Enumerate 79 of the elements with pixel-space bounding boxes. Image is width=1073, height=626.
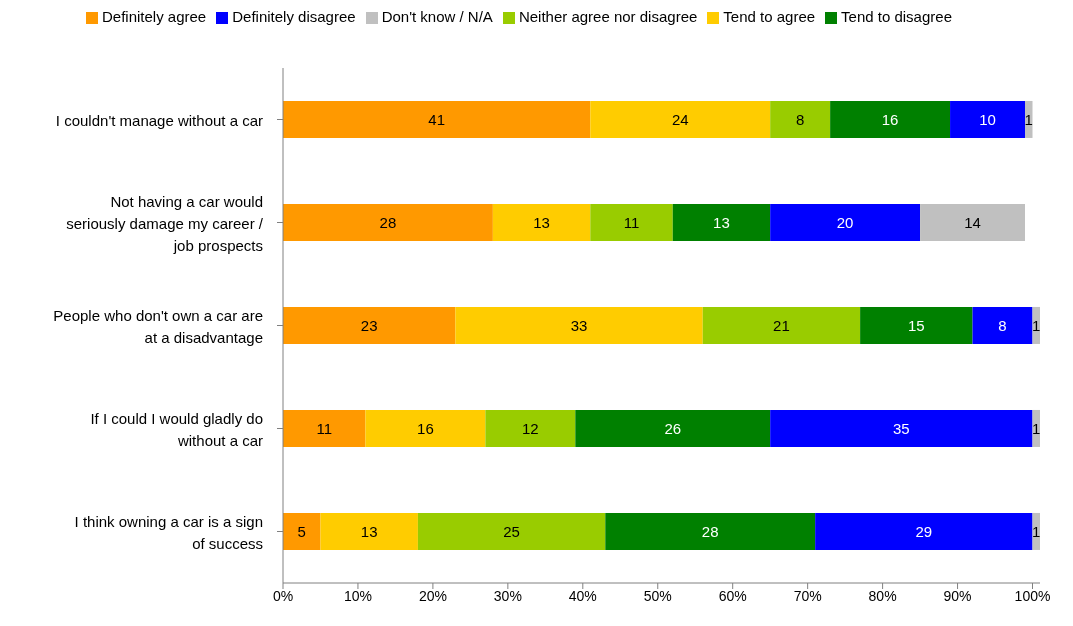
y-tick-label: People who don't own a car are at a disadvantage bbox=[53, 306, 263, 345]
legend-label: Definitely disagree bbox=[232, 8, 356, 25]
bar bbox=[860, 306, 973, 344]
y-tick-label: I think owning a car is a sign of success bbox=[74, 512, 263, 551]
x-tick-label: 0% bbox=[272, 587, 294, 604]
x-tick-label: 30% bbox=[493, 587, 522, 604]
data-label: 25 bbox=[503, 522, 520, 540]
bar bbox=[492, 203, 591, 241]
legend-label: Neither agree nor disagree bbox=[518, 8, 698, 25]
bar bbox=[365, 409, 486, 447]
bar bbox=[417, 512, 606, 550]
bar bbox=[320, 512, 418, 550]
legend-label: Tend to agree bbox=[723, 8, 816, 25]
data-label: 1 bbox=[1032, 419, 1041, 437]
x-tick-label: 60% bbox=[718, 587, 747, 604]
x-tick-label: 40% bbox=[568, 587, 597, 604]
data-label: 5 bbox=[297, 522, 306, 540]
x-tick-label: 20% bbox=[418, 587, 447, 604]
data-label: 1 bbox=[1024, 110, 1033, 128]
bar bbox=[455, 306, 703, 344]
data-label: 23 bbox=[360, 316, 378, 334]
bar bbox=[830, 100, 951, 138]
x-tick-label: 80% bbox=[868, 587, 897, 604]
data-label: 16 bbox=[881, 110, 899, 128]
x-tick-label: 10% bbox=[343, 587, 372, 604]
y-tick-label: If I could I would gladly do without a car bbox=[90, 409, 263, 448]
data-label: 11 bbox=[316, 419, 333, 437]
data-label: 33 bbox=[570, 316, 588, 334]
data-label: 13 bbox=[360, 522, 378, 540]
legend-label: Tend to disagree bbox=[841, 8, 952, 25]
bar bbox=[283, 100, 591, 138]
data-label: 15 bbox=[907, 316, 925, 334]
data-label: 21 bbox=[773, 316, 790, 334]
data-label: 28 bbox=[379, 213, 397, 231]
x-tick-label: 50% bbox=[643, 587, 672, 604]
data-label: 11 bbox=[623, 213, 640, 231]
data-label: 13 bbox=[713, 213, 730, 231]
data-label: 35 bbox=[893, 419, 910, 437]
data-label: 26 bbox=[664, 419, 682, 437]
bar bbox=[283, 306, 456, 344]
data-label: 24 bbox=[671, 110, 689, 128]
bar bbox=[770, 409, 1033, 447]
data-label: 29 bbox=[915, 522, 933, 540]
bar bbox=[485, 409, 576, 447]
data-label: 14 bbox=[964, 213, 981, 231]
bar bbox=[920, 203, 1026, 241]
bar bbox=[950, 100, 1026, 138]
data-label: 10 bbox=[979, 110, 996, 128]
bar bbox=[283, 409, 366, 447]
data-label: 8 bbox=[795, 110, 805, 128]
bar bbox=[702, 306, 861, 344]
x-tick-label: 100% bbox=[1014, 587, 1051, 604]
y-tick-label: Not having a car would seriously damage my career / job prospects bbox=[66, 192, 264, 253]
bar bbox=[972, 306, 1033, 344]
data-label: 13 bbox=[533, 213, 550, 231]
legend-label: Don't know / N/A bbox=[381, 8, 493, 25]
data-label: 12 bbox=[521, 419, 539, 437]
bar bbox=[815, 512, 1033, 550]
bar bbox=[770, 203, 921, 241]
bar bbox=[590, 203, 673, 241]
x-tick-label: 70% bbox=[793, 587, 822, 604]
y-tick-label: I couldn't manage without a car bbox=[55, 111, 263, 128]
bar bbox=[575, 409, 771, 447]
data-label: 16 bbox=[417, 419, 434, 437]
bar bbox=[590, 100, 771, 138]
bar bbox=[283, 512, 321, 550]
bar bbox=[672, 203, 771, 241]
data-label: 20 bbox=[836, 213, 854, 231]
data-label: 28 bbox=[701, 522, 719, 540]
bar bbox=[1025, 100, 1033, 138]
bar bbox=[283, 203, 493, 241]
data-label: 8 bbox=[998, 316, 1007, 334]
data-label: 41 bbox=[428, 110, 445, 128]
bar bbox=[605, 512, 816, 550]
data-label: 1 bbox=[1032, 316, 1041, 334]
data-label: 1 bbox=[1032, 522, 1041, 540]
bar bbox=[770, 100, 831, 138]
legend-label: Definitely agree bbox=[101, 8, 207, 25]
x-tick-label: 90% bbox=[943, 587, 972, 604]
